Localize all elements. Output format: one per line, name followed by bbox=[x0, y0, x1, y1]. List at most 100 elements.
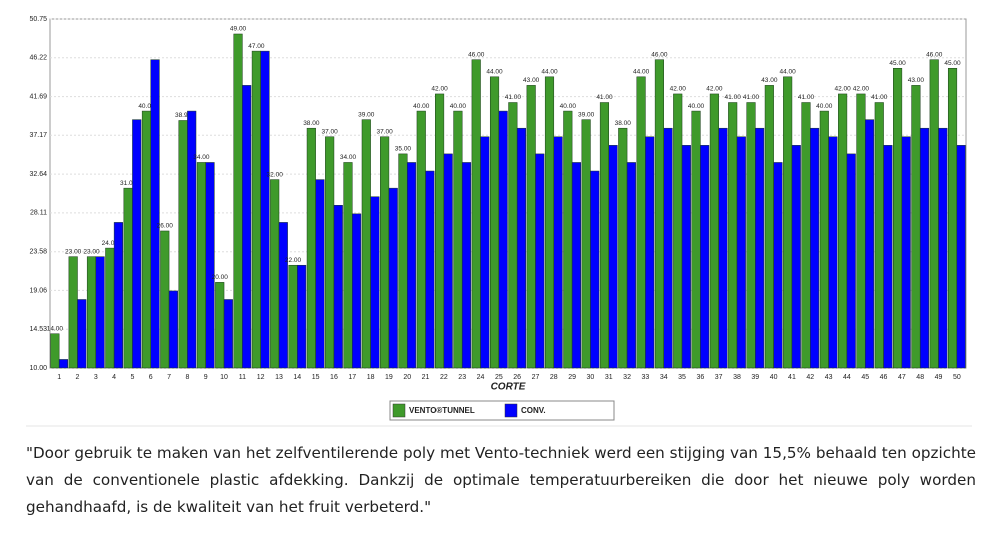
bar bbox=[352, 213, 362, 369]
bar bbox=[370, 196, 380, 369]
x-tick-label: 32 bbox=[623, 374, 631, 381]
bar bbox=[270, 179, 280, 369]
bar bbox=[673, 93, 683, 369]
bar bbox=[187, 110, 197, 369]
data-label: 49.00 bbox=[230, 26, 247, 33]
legend bbox=[389, 400, 615, 421]
data-label: 37.00 bbox=[322, 128, 339, 135]
bar bbox=[160, 230, 170, 369]
x-tick-label: 49 bbox=[935, 374, 943, 381]
data-label: 39.00 bbox=[578, 111, 595, 118]
data-label: 38.90 bbox=[175, 112, 192, 119]
bar bbox=[691, 110, 701, 369]
x-tick-label: 17 bbox=[348, 374, 356, 381]
bar bbox=[343, 162, 353, 369]
x-tick-label: 36 bbox=[696, 374, 704, 381]
bar bbox=[251, 50, 261, 369]
x-axis-label: CORTE bbox=[491, 382, 526, 393]
x-tick-label: 9 bbox=[204, 374, 208, 381]
data-label: 43.00 bbox=[908, 77, 925, 84]
x-tick-label: 30 bbox=[587, 374, 595, 381]
data-label: 38.00 bbox=[615, 120, 632, 127]
x-tick-label: 28 bbox=[550, 374, 558, 381]
data-label: 44.00 bbox=[633, 69, 650, 76]
data-label: 42.00 bbox=[431, 86, 448, 93]
x-tick-label: 34 bbox=[660, 374, 668, 381]
bar bbox=[406, 162, 417, 369]
chart: CORTE 10.00 14.53 19.06 23.58 28.11 32.64 37.1… bbox=[26, 16, 972, 427]
data-label: 41.00 bbox=[725, 94, 742, 101]
bar bbox=[828, 136, 838, 369]
bar bbox=[205, 162, 215, 369]
bar bbox=[618, 127, 628, 369]
bar bbox=[242, 85, 252, 369]
x-tick-label: 41 bbox=[788, 374, 796, 381]
data-label: 42.00 bbox=[706, 86, 723, 93]
x-tick-label: 1 bbox=[57, 374, 61, 381]
data-label: 41.00 bbox=[505, 94, 522, 101]
data-label: 42.00 bbox=[853, 86, 870, 93]
data-label: 23.00 bbox=[83, 248, 100, 255]
x-tick-label: 48 bbox=[916, 374, 924, 381]
x-tick-label: 8 bbox=[185, 374, 189, 381]
bar bbox=[416, 110, 426, 369]
bar bbox=[864, 119, 875, 369]
bar bbox=[801, 102, 811, 369]
x-tick-label: 39 bbox=[751, 374, 759, 381]
bar bbox=[893, 67, 903, 369]
bar bbox=[755, 127, 765, 369]
x-tick-label: 42 bbox=[806, 374, 814, 381]
bar bbox=[297, 264, 307, 369]
bar bbox=[901, 136, 911, 369]
bar bbox=[709, 93, 719, 369]
x-tick-label: 13 bbox=[275, 374, 283, 381]
data-label: 37.00 bbox=[376, 128, 393, 135]
y-tick-label: 41.69 bbox=[29, 93, 47, 100]
bar bbox=[663, 127, 673, 369]
bar bbox=[453, 110, 463, 369]
x-tick-label: 23 bbox=[458, 374, 466, 381]
x-tick-label: 45 bbox=[861, 374, 869, 381]
y-tick-label: 50.75 bbox=[29, 16, 47, 23]
bar bbox=[288, 264, 298, 369]
bar bbox=[764, 85, 774, 369]
bar bbox=[838, 93, 848, 369]
bar bbox=[645, 136, 655, 369]
bar bbox=[911, 85, 921, 369]
x-tick-label: 35 bbox=[678, 374, 686, 381]
bar bbox=[700, 145, 710, 369]
data-label: 46.00 bbox=[926, 51, 943, 58]
legend-swatch bbox=[504, 403, 518, 418]
bar bbox=[315, 179, 325, 369]
x-tick-label: 31 bbox=[605, 374, 613, 381]
bar bbox=[58, 359, 69, 369]
data-label: 46.00 bbox=[651, 51, 668, 58]
data-label: 32.00 bbox=[267, 171, 284, 178]
data-label: 43.00 bbox=[523, 77, 540, 84]
bar bbox=[544, 76, 555, 369]
bar bbox=[215, 282, 225, 369]
data-label: 42.00 bbox=[670, 86, 687, 93]
bar bbox=[150, 59, 160, 369]
data-label: 44.00 bbox=[780, 69, 797, 76]
bar bbox=[95, 256, 105, 369]
bar bbox=[783, 76, 793, 369]
bar bbox=[516, 127, 527, 369]
legend-label: CONV. bbox=[521, 406, 546, 415]
legend-label: VENTO®TUNNEL bbox=[409, 406, 475, 415]
bar bbox=[461, 162, 472, 369]
bar bbox=[168, 290, 178, 369]
bar bbox=[626, 162, 636, 369]
caption: "Door gebruik te maken van het zelfventi… bbox=[26, 444, 976, 516]
x-tick-label: 5 bbox=[130, 374, 134, 381]
bar bbox=[388, 187, 398, 369]
bar bbox=[480, 136, 490, 369]
bar bbox=[380, 136, 390, 369]
bar bbox=[325, 136, 335, 369]
bar bbox=[435, 93, 445, 369]
bar bbox=[581, 119, 591, 369]
data-label: 45.00 bbox=[944, 60, 961, 67]
bar bbox=[791, 145, 801, 369]
data-label: 40.00 bbox=[413, 103, 430, 110]
y-tick-label: 37.17 bbox=[29, 132, 47, 139]
